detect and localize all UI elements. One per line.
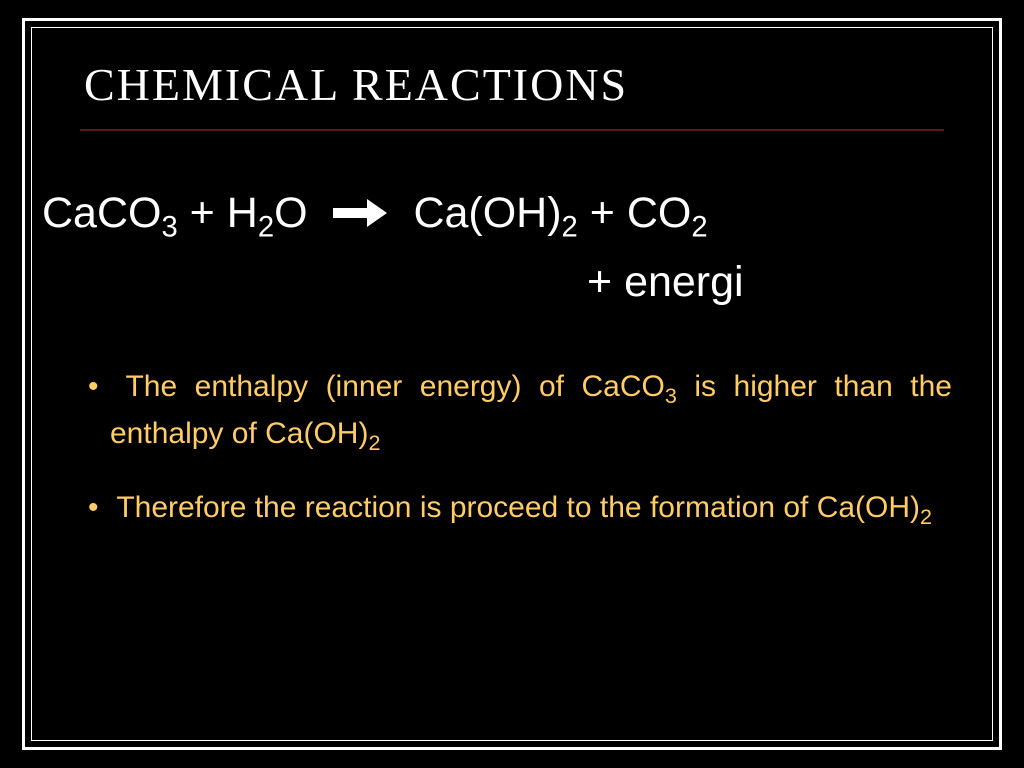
bullet-2-text-a: Therefore the reaction is proceed to the… xyxy=(116,491,920,524)
product-1: Ca(OH) xyxy=(413,189,561,237)
equation-row-2: + energi xyxy=(42,250,952,315)
reactant-2-sub: 2 xyxy=(258,212,274,244)
bullet-1-sub-b: 2 xyxy=(368,430,380,455)
bullet-2: Therefore the reaction is proceed to the… xyxy=(80,485,952,532)
plus-3: + xyxy=(587,258,624,306)
reactant-1: CaCO xyxy=(42,189,161,237)
inner-frame: CHEMICAL REACTIONS CaCO3 + H2O Ca(OH)2 +… xyxy=(31,27,993,741)
equation-row-1: CaCO3 + H2O Ca(OH)2 + CO2 xyxy=(42,181,952,250)
reactant-2b: O xyxy=(274,189,307,237)
bullet-list: The enthalpy (inner energy) of CaCO3 is … xyxy=(80,364,952,532)
bullet-1: The enthalpy (inner energy) of CaCO3 is … xyxy=(80,364,952,457)
product-3: energi xyxy=(624,258,744,306)
plus-2: + xyxy=(578,189,627,237)
product-2-sub: 2 xyxy=(691,212,707,244)
bullet-1-text-a: The enthalpy (inner energy) of CaCO xyxy=(125,370,664,403)
bullet-1-sub-a: 3 xyxy=(665,383,677,408)
plus-1: + xyxy=(178,189,227,237)
product-2: CO xyxy=(627,189,692,237)
slide-title: CHEMICAL REACTIONS xyxy=(84,58,952,111)
reaction-arrow-icon xyxy=(333,181,387,246)
reactant-2a: H xyxy=(227,189,258,237)
bullet-2-sub-a: 2 xyxy=(920,504,932,529)
title-divider xyxy=(80,129,944,131)
product-1-sub: 2 xyxy=(562,212,578,244)
reactant-1-sub: 3 xyxy=(161,212,177,244)
outer-frame: CHEMICAL REACTIONS CaCO3 + H2O Ca(OH)2 +… xyxy=(22,18,1002,750)
chemical-equation: CaCO3 + H2O Ca(OH)2 + CO2 + energi xyxy=(42,181,952,314)
